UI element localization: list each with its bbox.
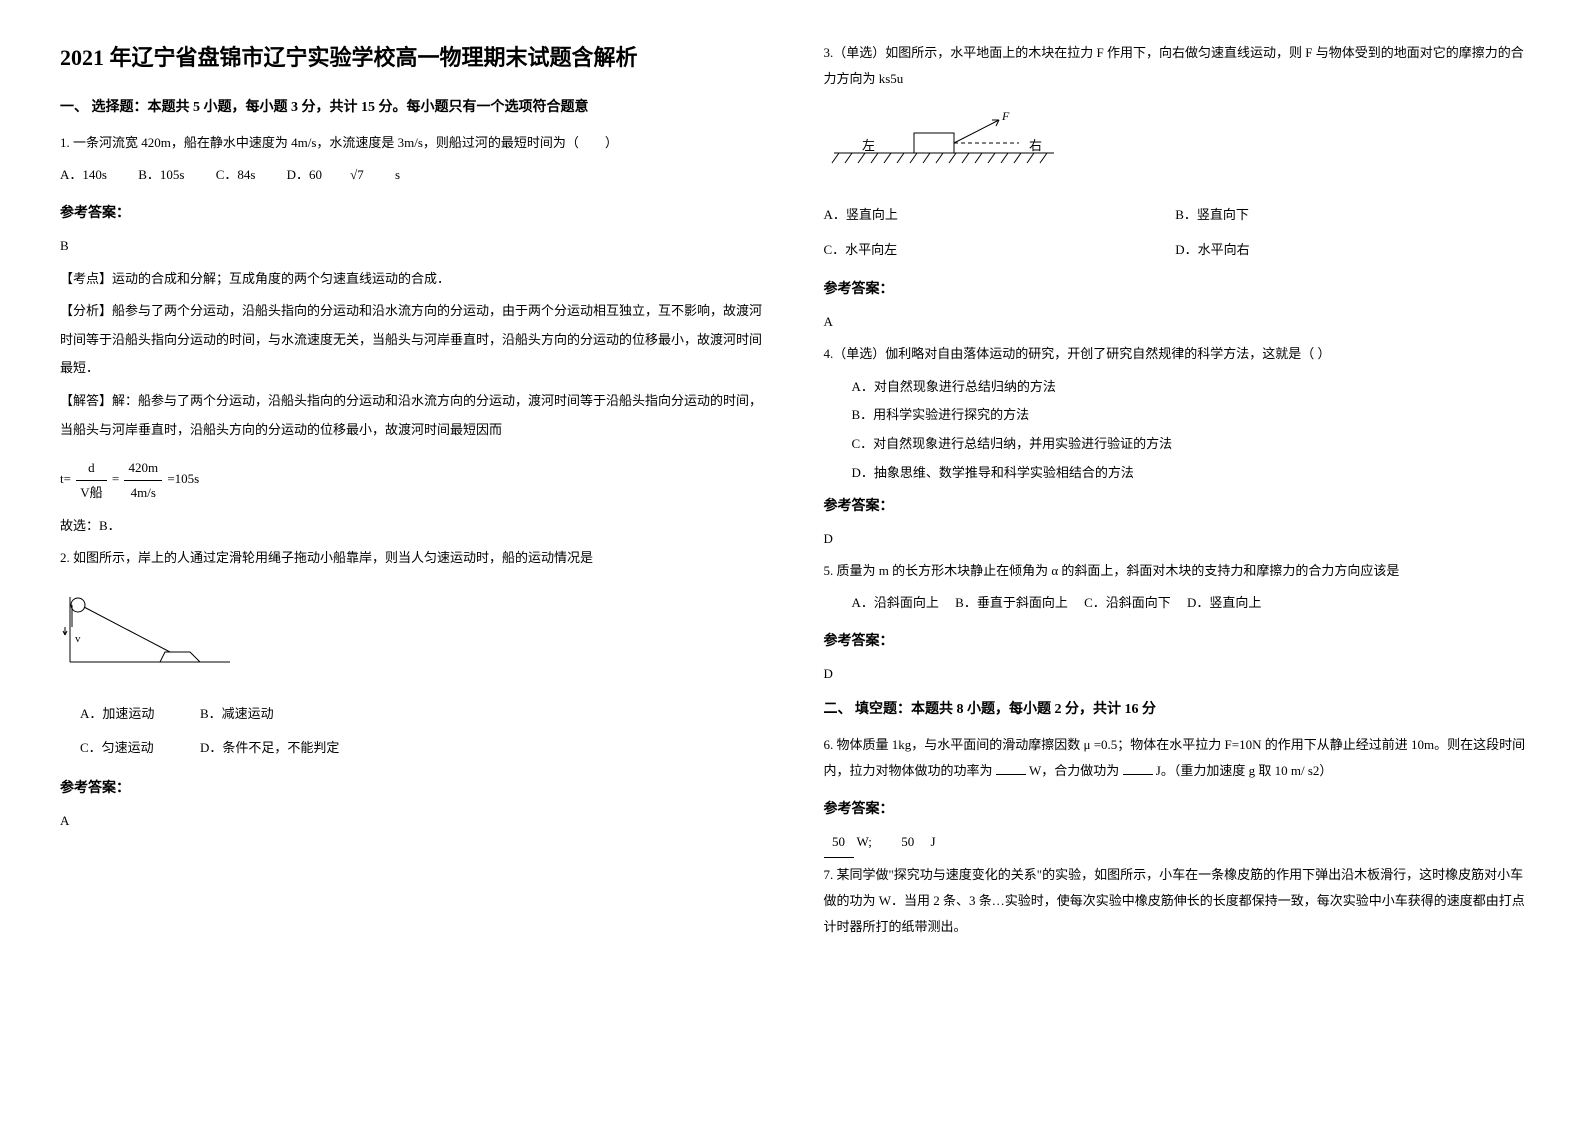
q6-text: 6. 物体质量 1kg，与水平面间的滑动摩擦因数 μ =0.5；物体在水平拉力 … xyxy=(824,732,1528,784)
q5-answer: D xyxy=(824,660,1528,689)
q2-options-row2: C．匀速运动 D．条件不足，不能判定 xyxy=(60,734,764,763)
left-column: 2021 年辽宁省盘锦市辽宁实验学校高一物理期末试题含解析 一、 选择题：本题共… xyxy=(60,40,764,1082)
q4-answer-label: 参考答案： xyxy=(824,495,1528,515)
q1-optB: B．105s xyxy=(138,167,184,182)
q2-answer: A xyxy=(60,807,764,836)
q2-optC: C．匀速运动 xyxy=(60,734,200,763)
q6-answer: 50 W; 50 J xyxy=(824,828,1528,858)
q1-analysis1: 【考点】运动的合成和分解；互成角度的两个匀速直线运动的合成． xyxy=(60,265,764,294)
q2-optB: B．减速运动 xyxy=(200,700,764,729)
q1-text: 1. 一条河流宽 420m，船在静水中速度为 4m/s，水流速度是 3m/s，则… xyxy=(60,130,764,156)
label-left: 左 xyxy=(862,138,875,153)
svg-text:v: v xyxy=(75,633,81,645)
q2-options-row1: A．加速运动 B．减速运动 xyxy=(60,700,764,729)
q1-formula: t= d V船 = 420m 4m/s =105s xyxy=(60,456,764,504)
q5-optB: B．垂直于斜面向上 xyxy=(955,595,1068,610)
q1-analysis3: 【解答】解：船参与了两个分运动，沿船头指向的分运动和沿水流方向的分运动，渡河时间… xyxy=(60,387,764,444)
q6-answer-label: 参考答案： xyxy=(824,798,1528,818)
page-title: 2021 年辽宁省盘锦市辽宁实验学校高一物理期末试题含解析 xyxy=(60,40,764,72)
q1-options: A．140s B．105s C．84s D．60√7 s xyxy=(60,162,764,188)
q7-text: 7. 某同学做"探究功与速度变化的关系"的实验，如图所示，小车在一条橡皮筋的作用… xyxy=(824,862,1528,940)
section1-header: 一、 选择题：本题共 5 小题，每小题 3 分，共计 15 分。每小题只有一个选… xyxy=(60,96,764,116)
q4-answer: D xyxy=(824,525,1528,554)
q2-optA: A．加速运动 xyxy=(60,700,200,729)
q3-optB: B．竖直向下 xyxy=(1175,201,1527,230)
q3-options-row1: A．竖直向上 B．竖直向下 xyxy=(824,201,1528,230)
pulley-boat-icon: v xyxy=(60,587,240,677)
q3-optA: A．竖直向上 xyxy=(824,201,1176,230)
q4-optA: A．对自然现象进行总结归纳的方法 xyxy=(824,373,1528,402)
q4-optD: D．抽象思维、数学推导和科学实验相结合的方法 xyxy=(824,459,1528,488)
q1-analysis2: 【分析】船参与了两个分运动，沿船头指向的分运动和沿水流方向的分运动，由于两个分运… xyxy=(60,297,764,383)
q2-text: 2. 如图所示，岸上的人通过定滑轮用绳子拖动小船靠岸，则当人匀速运动时，船的运动… xyxy=(60,545,764,571)
q3-options-row2: C．水平向左 D．水平向右 xyxy=(824,236,1528,265)
q5-optD: D．竖直向上 xyxy=(1187,595,1261,610)
q5-optC: C．沿斜面向下 xyxy=(1084,595,1171,610)
q2-answer-label: 参考答案： xyxy=(60,777,764,797)
q4-text: 4.（单选）伽利略对自由落体运动的研究，开创了研究自然规律的科学方法，这就是（ … xyxy=(824,341,1528,367)
q1-conclusion: 故选：B． xyxy=(60,512,764,541)
section2-header: 二、 填空题：本题共 8 小题，每小题 2 分，共计 16 分 xyxy=(824,698,1528,718)
q3-answer: A xyxy=(824,308,1528,337)
q1-optA: A．140s xyxy=(60,167,107,182)
q3-optD: D．水平向右 xyxy=(1175,236,1527,265)
q3-text: 3.（单选）如图所示，水平地面上的木块在拉力 F 作用下，向右做匀速直线运动，则… xyxy=(824,40,1528,92)
q5-answer-label: 参考答案： xyxy=(824,630,1528,650)
q1-answer-label: 参考答案： xyxy=(60,202,764,222)
block-force-icon: F 左 右 xyxy=(824,108,1084,178)
q4-optC: C．对自然现象进行总结归纳，并用实验进行验证的方法 xyxy=(824,430,1528,459)
q1-optD: D．60√7 s xyxy=(287,167,428,182)
q1-answer: B xyxy=(60,232,764,261)
q5-options: A．沿斜面向上 B．垂直于斜面向上 C．沿斜面向下 D．竖直向上 xyxy=(824,590,1528,616)
label-F: F xyxy=(1001,109,1010,123)
q2-optD: D．条件不足，不能判定 xyxy=(200,734,764,763)
q5-text: 5. 质量为 m 的长方形木块静止在倾角为 α 的斜面上，斜面对木块的支持力和摩… xyxy=(824,558,1528,584)
right-column: 3.（单选）如图所示，水平地面上的木块在拉力 F 作用下，向右做匀速直线运动，则… xyxy=(824,40,1528,1082)
label-right: 右 xyxy=(1029,138,1042,153)
q3-diagram: F 左 右 xyxy=(824,108,1528,183)
q1-optC: C．84s xyxy=(216,167,256,182)
q2-diagram: v xyxy=(60,587,764,682)
q3-answer-label: 参考答案： xyxy=(824,278,1528,298)
q4-optB: B．用科学实验进行探究的方法 xyxy=(824,401,1528,430)
q3-optC: C．水平向左 xyxy=(824,236,1176,265)
q5-optA: A．沿斜面向上 xyxy=(852,595,939,610)
